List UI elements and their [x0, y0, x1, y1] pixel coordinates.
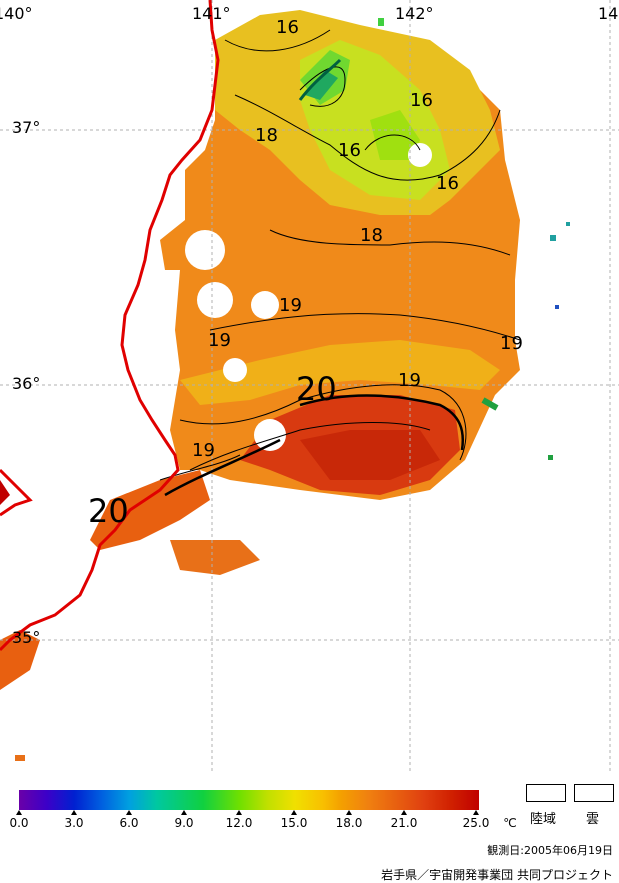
- colorbar-tickmark: [291, 810, 297, 815]
- colorbar-tickmark: [16, 810, 22, 815]
- legend-cloud-label: 雲: [586, 812, 600, 827]
- sst-map: [0, 0, 619, 772]
- contour-label: 19: [192, 440, 215, 461]
- colorbar-tickmark: [126, 810, 132, 815]
- credit-line: 岩手県／宇宙開発事業団 共同プロジェクト: [381, 868, 613, 882]
- isotherms: [159, 29, 521, 481]
- contour-label: 16: [338, 140, 361, 161]
- contour-label: 20: [296, 370, 337, 408]
- colorbar-tick-label: 25.0: [462, 816, 490, 830]
- colorbar-tickmark: [236, 810, 242, 815]
- colorbar-tickmark: [346, 810, 352, 815]
- colorbar-tickmark: [401, 810, 407, 815]
- lat-label-37: 37°: [12, 118, 41, 137]
- lon-label-142: 142°: [395, 4, 434, 23]
- graticule: [0, 0, 619, 772]
- colorbar-unit: ℃: [503, 816, 517, 830]
- colorbar-tick-label: 9.0: [174, 816, 194, 830]
- sst-field-west: [90, 470, 210, 550]
- colorbar-tick-label: 3.0: [64, 816, 84, 830]
- contour-label: 19: [398, 370, 421, 391]
- legend-land-swatch: [526, 784, 566, 802]
- observation-date: 観測日:2005年06月19日: [487, 844, 613, 857]
- contour-label: 16: [436, 173, 459, 194]
- colorbar-tick-label: 15.0: [280, 816, 308, 830]
- colorbar-tick-label: 21.0: [390, 816, 418, 830]
- colorbar-tick-label: 18.0: [335, 816, 363, 830]
- contour-label: 19: [500, 333, 523, 354]
- colorbar-tickmark: [181, 810, 187, 815]
- lon-label-143: 14: [598, 4, 619, 23]
- contour-label: 16: [276, 17, 299, 38]
- contour-label: 19: [279, 295, 302, 316]
- legend-land-label: 陸域: [530, 812, 557, 827]
- coastline: [0, 0, 220, 652]
- contour-label: 18: [360, 225, 383, 246]
- colorbar: [19, 790, 479, 810]
- contour-label: 19: [208, 330, 231, 351]
- colorbar-tickmark: [473, 810, 479, 815]
- colorbar-tick-label: 0.0: [9, 816, 29, 830]
- contour-label: 16: [410, 90, 433, 111]
- contour-label: 18: [255, 125, 278, 146]
- lon-label-140: 140°: [0, 4, 33, 23]
- legend-cloud-swatch: [574, 784, 614, 802]
- colorbar-tickmark: [71, 810, 77, 815]
- contour-label: 20: [88, 492, 129, 530]
- lat-label-36: 36°: [12, 374, 41, 393]
- colorbar-tick-label: 12.0: [225, 816, 253, 830]
- colorbar-tick-label: 6.0: [119, 816, 139, 830]
- lon-label-141: 141°: [192, 4, 231, 23]
- lat-label-35: 35°: [12, 628, 41, 647]
